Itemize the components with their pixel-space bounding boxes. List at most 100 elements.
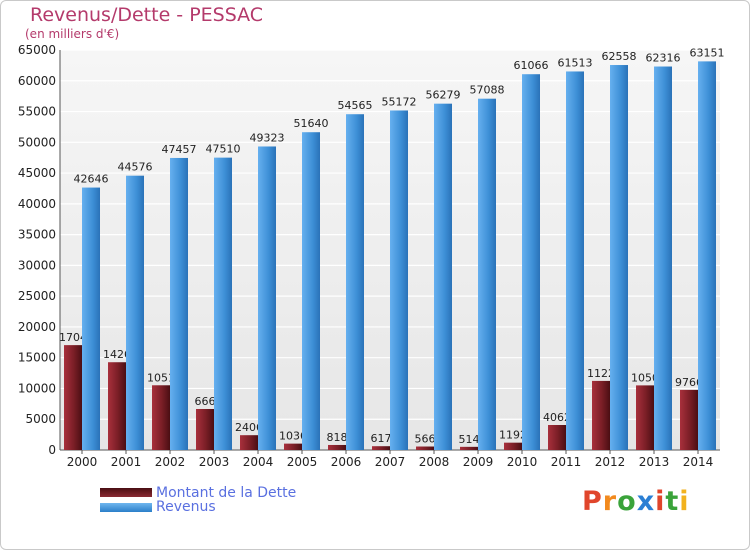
debt-value-label: 2406 <box>235 421 263 434</box>
debt-value-label: 1036 <box>279 430 307 443</box>
debt-bar <box>416 446 434 450</box>
revenue-value-label: 51640 <box>294 117 329 130</box>
revenue-value-label: 47510 <box>206 143 241 156</box>
revenue-bar <box>566 71 584 450</box>
debt-value-label: 514 <box>459 433 480 446</box>
debt-bar <box>64 345 82 450</box>
debt-bar <box>592 380 610 450</box>
debt-bar <box>548 425 566 450</box>
logo-letter: P <box>582 486 603 517</box>
legend-swatch-debt <box>100 488 152 497</box>
revenue-value-label: 54565 <box>338 99 373 112</box>
revenue-value-label: 61066 <box>514 59 549 72</box>
debt-bar <box>328 444 346 450</box>
revenue-value-label: 44576 <box>118 161 153 174</box>
debt-value-label: 1122 <box>587 367 615 380</box>
revenue-bar <box>654 66 672 451</box>
y-tick-label: 35000 <box>18 228 56 242</box>
debt-value-label: 1704 <box>59 331 87 344</box>
y-tick-label: 55000 <box>18 105 56 119</box>
debt-value-label: 666 <box>195 395 216 408</box>
debt-value-label: 566 <box>415 433 436 446</box>
revenue-value-label: 62316 <box>646 52 681 65</box>
revenue-bar <box>698 61 716 451</box>
revenue-bar <box>258 146 276 450</box>
revenue-bar <box>434 103 452 450</box>
logo-letter: i <box>679 486 690 517</box>
y-tick-label: 0 <box>48 443 56 457</box>
revenue-bar <box>522 74 540 450</box>
x-tick-label: 2001 <box>111 455 142 469</box>
x-tick-label: 2013 <box>639 455 670 469</box>
revenue-value-label: 49323 <box>250 131 285 144</box>
logo-letter: o <box>617 486 637 517</box>
revenue-bar <box>346 114 364 450</box>
x-tick-label: 2006 <box>331 455 362 469</box>
debt-bar <box>636 385 654 450</box>
x-tick-label: 2007 <box>375 455 406 469</box>
debt-value-label: 4062 <box>543 411 571 424</box>
revenue-bar <box>82 187 100 450</box>
debt-bar <box>108 362 126 450</box>
y-tick-label: 40000 <box>18 197 56 211</box>
proxiti-logo: Proxiti <box>582 486 690 517</box>
x-tick-label: 2014 <box>683 455 714 469</box>
revenue-bar <box>126 175 144 450</box>
x-tick-label: 2010 <box>507 455 538 469</box>
x-tick-label: 2011 <box>551 455 582 469</box>
revenue-value-label: 47457 <box>162 143 197 156</box>
revenue-bar <box>390 110 408 450</box>
x-tick-label: 2002 <box>155 455 186 469</box>
legend-swatch-revenue <box>100 503 152 512</box>
legend-label-debt: Montant de la Dette <box>156 485 297 501</box>
x-tick-label: 2000 <box>67 455 98 469</box>
debt-bar <box>680 389 698 450</box>
chart-title: Revenus/Dette - PESSAC <box>30 4 264 26</box>
debt-value-label: 1192 <box>499 429 527 442</box>
debt-bar <box>372 446 390 450</box>
y-tick-label: 20000 <box>18 320 56 334</box>
debt-bar <box>152 385 170 450</box>
debt-bar <box>504 442 522 450</box>
debt-bar <box>460 446 478 450</box>
y-tick-label: 10000 <box>18 381 56 395</box>
debt-bar <box>240 435 258 450</box>
logo-letter: x <box>636 486 656 517</box>
revenue-value-label: 42646 <box>74 173 109 186</box>
revenue-value-label: 62558 <box>602 50 637 63</box>
revenue-bar <box>170 157 188 451</box>
revenue-bar <box>214 157 232 450</box>
revenue-value-label: 56279 <box>426 89 461 102</box>
y-tick-label: 60000 <box>18 74 56 88</box>
debt-value-label: 617 <box>371 432 392 445</box>
debt-value-label: 1426 <box>103 348 131 361</box>
debt-value-label: 1050 <box>631 371 659 384</box>
y-tick-label: 30000 <box>18 258 56 272</box>
y-tick-label: 5000 <box>25 412 56 426</box>
revenue-value-label: 61513 <box>558 56 593 69</box>
revenue-value-label: 63151 <box>690 46 725 59</box>
y-tick-label: 65000 <box>18 43 56 57</box>
revenue-value-label: 55172 <box>382 95 417 108</box>
legend-label-revenue: Revenus <box>156 499 216 515</box>
y-tick-label: 25000 <box>18 289 56 303</box>
logo-letter: r <box>602 486 618 517</box>
y-tick-label: 15000 <box>18 351 56 365</box>
revenue-bar <box>610 65 628 450</box>
x-tick-label: 2008 <box>419 455 450 469</box>
debt-bar <box>196 408 214 450</box>
chart-subtitle: (en milliers d'€) <box>25 27 120 41</box>
x-tick-label: 2012 <box>595 455 626 469</box>
revenue-bar <box>302 132 320 450</box>
logo-letter: t <box>665 486 680 517</box>
y-tick-label: 50000 <box>18 135 56 149</box>
debt-bar <box>284 443 302 450</box>
y-tick-label: 45000 <box>18 166 56 180</box>
debt-value-label: 818 <box>327 431 348 444</box>
x-tick-label: 2004 <box>243 455 274 469</box>
x-tick-label: 2009 <box>463 455 494 469</box>
revenue-value-label: 57088 <box>470 84 505 97</box>
x-tick-label: 2005 <box>287 455 318 469</box>
x-tick-label: 2003 <box>199 455 230 469</box>
